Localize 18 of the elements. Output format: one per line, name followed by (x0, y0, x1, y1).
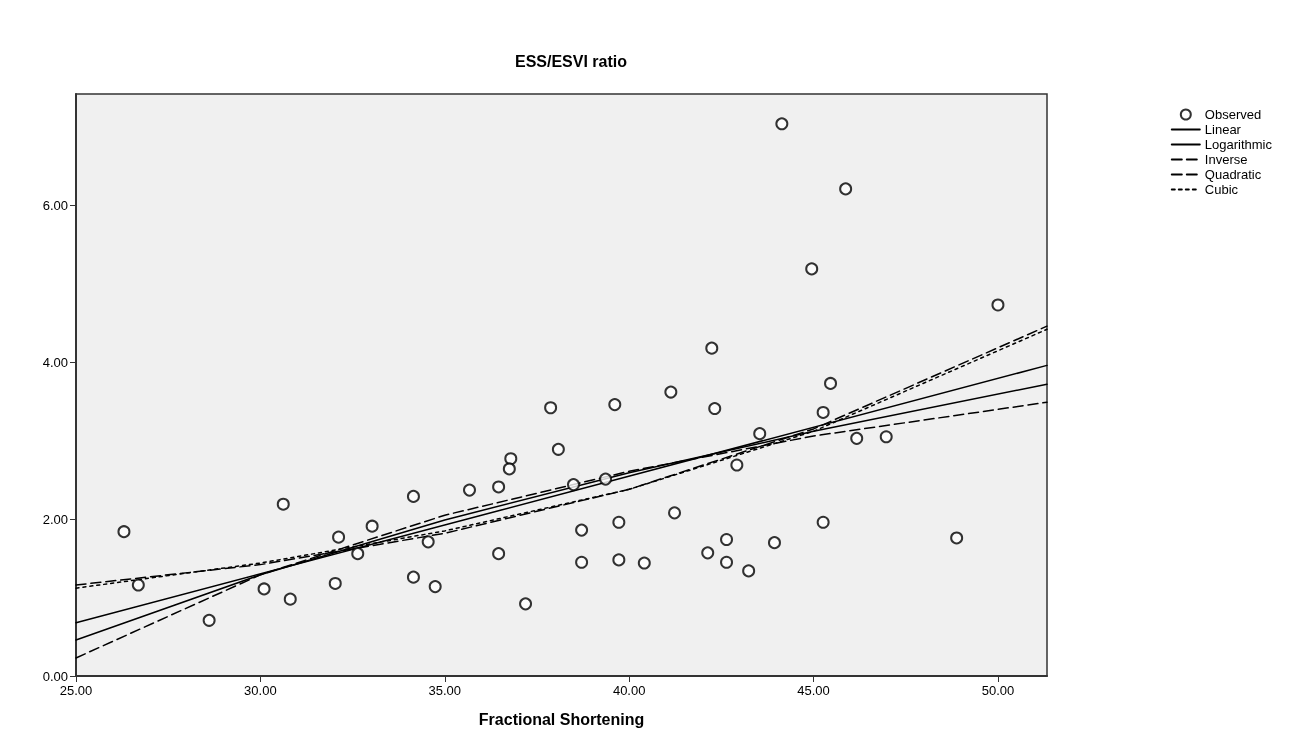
legend-label: Observed (1204, 107, 1262, 122)
x-tick-label: 35.00 (428, 683, 462, 698)
legend-label: Linear (1204, 122, 1242, 137)
x-tick-label: 30.00 (244, 683, 277, 698)
legend-label: Logarithmic (1204, 137, 1273, 152)
x-tick-label: 40.00 (612, 683, 646, 698)
x-tick-label: 50.00 (981, 683, 1015, 698)
y-tick-label: 4.00 (42, 354, 68, 370)
y-tick-label: 2.00 (42, 511, 68, 527)
x-tick-label: 25.00 (59, 683, 93, 698)
x-tick-label: 45.00 (797, 683, 830, 698)
chart-title: ESS/ESVI ratio (514, 52, 628, 70)
legend-label: Cubic (1204, 182, 1239, 197)
x-axis-title: Fractional Shortening (478, 710, 645, 728)
legend-label: Quadratic (1204, 167, 1262, 182)
y-tick-label: 6.00 (42, 197, 68, 213)
y-tick-label: 0.00 (42, 668, 68, 684)
legend-label: Inverse (1204, 152, 1248, 167)
